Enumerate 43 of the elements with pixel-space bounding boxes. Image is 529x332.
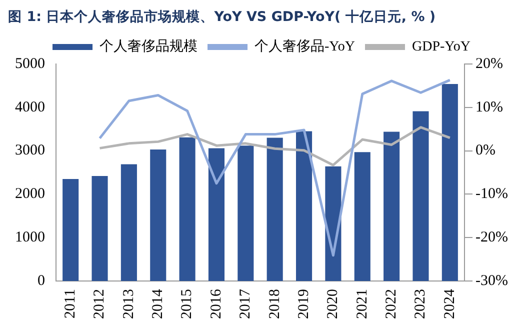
bar xyxy=(442,84,458,281)
bar xyxy=(266,138,283,281)
x-tick-label: 2018 xyxy=(266,289,283,319)
bar xyxy=(120,164,137,281)
bar xyxy=(238,146,254,281)
x-tick-label: 2022 xyxy=(384,289,400,319)
x-tick-label: 2024 xyxy=(442,288,458,319)
bar xyxy=(92,176,108,281)
y-tick-label: 1000 xyxy=(15,230,45,246)
y2-tick-label: -20% xyxy=(476,230,508,246)
y-tick-label: 2000 xyxy=(15,186,45,202)
x-tick-label: 2016 xyxy=(208,288,224,319)
y2-tick-label: 20% xyxy=(476,56,504,72)
y2-tick-label: -10% xyxy=(476,186,508,202)
chart-title: 图 1: 日本个人奢侈品市场规模、YoY VS GDP-YoY( 十亿日元, % ) xyxy=(8,8,437,27)
x-tick-label: 2021 xyxy=(354,289,370,319)
y2-tick-label: -30% xyxy=(476,272,508,289)
y-tick-label: 5000 xyxy=(15,56,45,72)
x-tick-label: 2015 xyxy=(179,289,196,319)
y-tick-label: 3000 xyxy=(15,142,45,159)
x-tick-label: 2017 xyxy=(238,288,254,319)
y-tick-label: 4000 xyxy=(15,99,45,116)
bar xyxy=(354,152,370,281)
legend-label: 个人奢侈品-YoY xyxy=(254,38,355,55)
bar xyxy=(179,137,196,281)
x-tick-label: 2019 xyxy=(296,289,312,319)
y-tick-label: 0 xyxy=(38,272,45,289)
legend-label: GDP-YoY xyxy=(412,40,470,55)
x-tick-label: 2012 xyxy=(92,289,108,319)
bar xyxy=(384,132,400,281)
bar xyxy=(150,150,166,281)
x-tick-label: 2020 xyxy=(325,289,342,319)
y2-tick-label: 0% xyxy=(476,142,496,159)
bar xyxy=(412,111,429,281)
y2-tick-label: 10% xyxy=(476,99,504,116)
x-tick-label: 2023 xyxy=(412,289,429,319)
bar xyxy=(208,148,225,281)
legend-label: 个人奢侈品规模 xyxy=(100,38,198,55)
bar xyxy=(62,179,79,281)
x-tick-label: 2013 xyxy=(120,289,137,319)
x-tick-label: 2011 xyxy=(62,289,79,318)
bar xyxy=(296,131,312,281)
x-tick-label: 2014 xyxy=(150,288,166,319)
